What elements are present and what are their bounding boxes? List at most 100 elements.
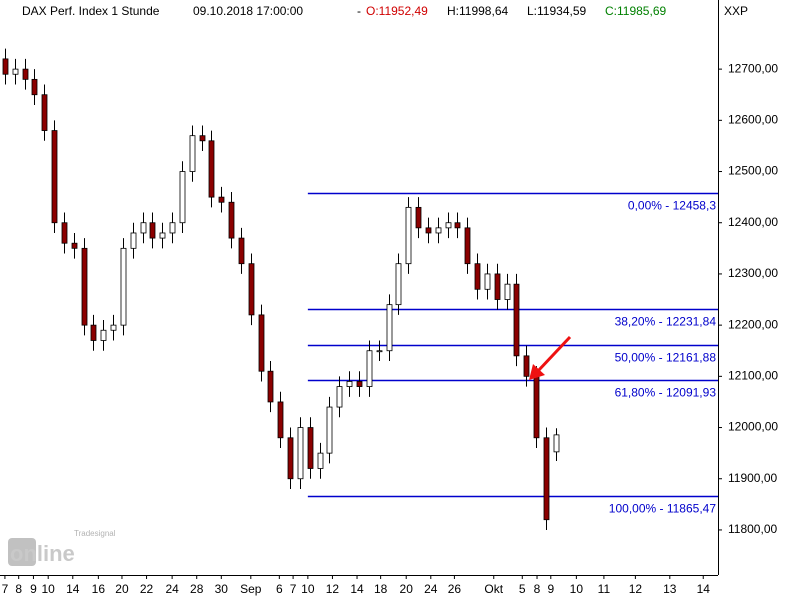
candle-body [140,222,147,234]
candle-body [474,263,481,290]
candle-body [159,232,166,239]
candle-body [415,206,422,229]
x-tick-label: 24 [165,582,179,596]
candle-body [277,401,284,439]
candle-body [356,381,363,387]
candle-body [405,206,412,265]
candle-body [248,263,255,316]
candle-body [90,324,97,341]
fib-label: 100,00% - 11865,47 [609,502,717,516]
candle-body [130,232,137,249]
y-tick-label: 12000,00 [728,420,778,434]
x-tick-label: 6 [276,582,283,596]
x-tick-label: 5 [519,582,526,596]
arrow-head [529,364,545,380]
watermark-brand: Tradesignal [74,529,116,538]
fib-label: 0,00% - 12458,3 [628,199,716,213]
candle-body [297,427,304,480]
candle-body [307,427,314,469]
candle-body [376,350,383,353]
x-tick-label: 14 [350,582,364,596]
candle-body [435,227,442,234]
candle-body [543,437,550,521]
candle-body [218,196,225,203]
x-tick-label: 14 [697,582,711,596]
candle-body [110,324,117,331]
candle-body [494,273,501,300]
candle-body [81,247,88,326]
y-tick-label: 11900,00 [728,471,777,485]
candle-body [22,68,29,80]
x-tick-label: 28 [190,582,204,596]
y-tick-label: 11800,00 [728,522,777,536]
y-tick-label: 12700,00 [728,61,778,75]
annotation-arrow [529,335,572,380]
candle-body [179,171,186,224]
candle-body [199,135,206,142]
candle-body [287,437,294,480]
x-tick-label: 20 [400,582,414,596]
x-tick-label: 10 [301,582,315,596]
quote-high: H:11998,64 [447,4,508,18]
candle-body [189,135,196,172]
candle-body [504,283,511,300]
candle-body [395,263,402,306]
candle-body [317,452,324,469]
candle-body [71,242,78,249]
dash: - [357,4,361,18]
candle-body [267,370,274,403]
candle-body [425,227,432,234]
x-tick-label: 9 [547,582,554,596]
candle-body [346,381,353,387]
arrow-shaft [536,335,572,373]
fib-label: 61,80% - 12091,93 [615,386,717,400]
candle-body [464,227,471,265]
candle-body [31,78,38,96]
x-tick-label: 7 [2,582,9,596]
x-tick-label: 16 [92,582,106,596]
candle-body [258,314,265,372]
watermark-name: online [10,541,75,566]
candle-body [12,68,19,75]
candle-body [336,386,343,408]
x-tick-label: 14 [66,582,80,596]
x-tick-label: 20 [115,582,129,596]
watermark: Tradesignal online [8,529,116,566]
x-tick-label: Okt [484,582,503,596]
candle-body [484,273,491,290]
quote-close: C:11985,69 [605,4,666,18]
y-tick-label: 12300,00 [728,266,778,280]
x-tick-label: 11 [598,582,611,596]
candle-body [523,355,530,377]
timestamp: 09.10.2018 17:00:00 [193,4,303,18]
y-tick-label: 12500,00 [728,164,778,178]
candle-body [169,222,176,234]
x-tick-label: 26 [448,582,462,596]
x-tick-label: 9 [30,582,37,596]
x-tick-label: 18 [374,582,388,596]
x-tick-label: 7 [290,582,297,596]
candle-body [513,283,520,357]
candle-body [100,329,107,341]
candle-body [326,406,333,454]
y-tick-label: 12200,00 [728,317,778,331]
watermark-badge [8,538,36,566]
x-tick-label: 10 [42,582,56,596]
y-tick-label: 12600,00 [728,112,778,126]
candle-body [149,222,156,239]
x-tick-label: 10 [570,582,584,596]
fib-label: 38,20% - 12231,84 [615,315,717,329]
candle-body [2,58,9,75]
quote-low: L:11934,59 [527,4,586,18]
x-tick-label: 22 [140,582,154,596]
candle-body [386,304,393,352]
x-tick-label: 24 [424,582,438,596]
x-tick-label: 8 [15,582,22,596]
y-tick-label: 12100,00 [728,369,778,383]
candle-body [366,350,373,387]
candle-body [553,434,560,453]
candle-body [454,222,461,229]
quote-open: O:11952,49 [366,4,428,18]
